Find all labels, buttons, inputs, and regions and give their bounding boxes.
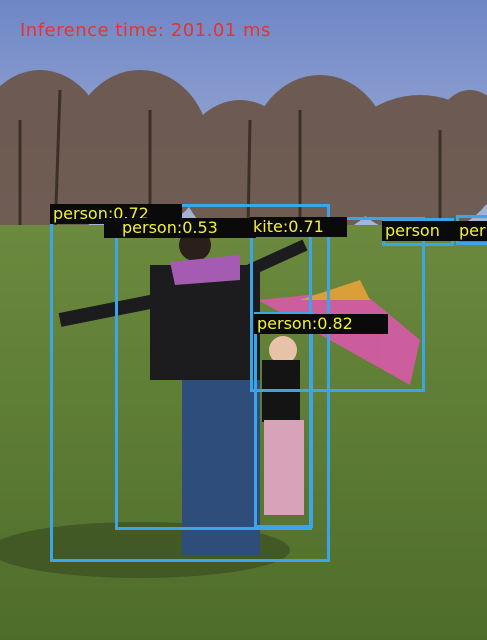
woman-figure: [58, 229, 308, 555]
child-figure: [262, 336, 304, 515]
